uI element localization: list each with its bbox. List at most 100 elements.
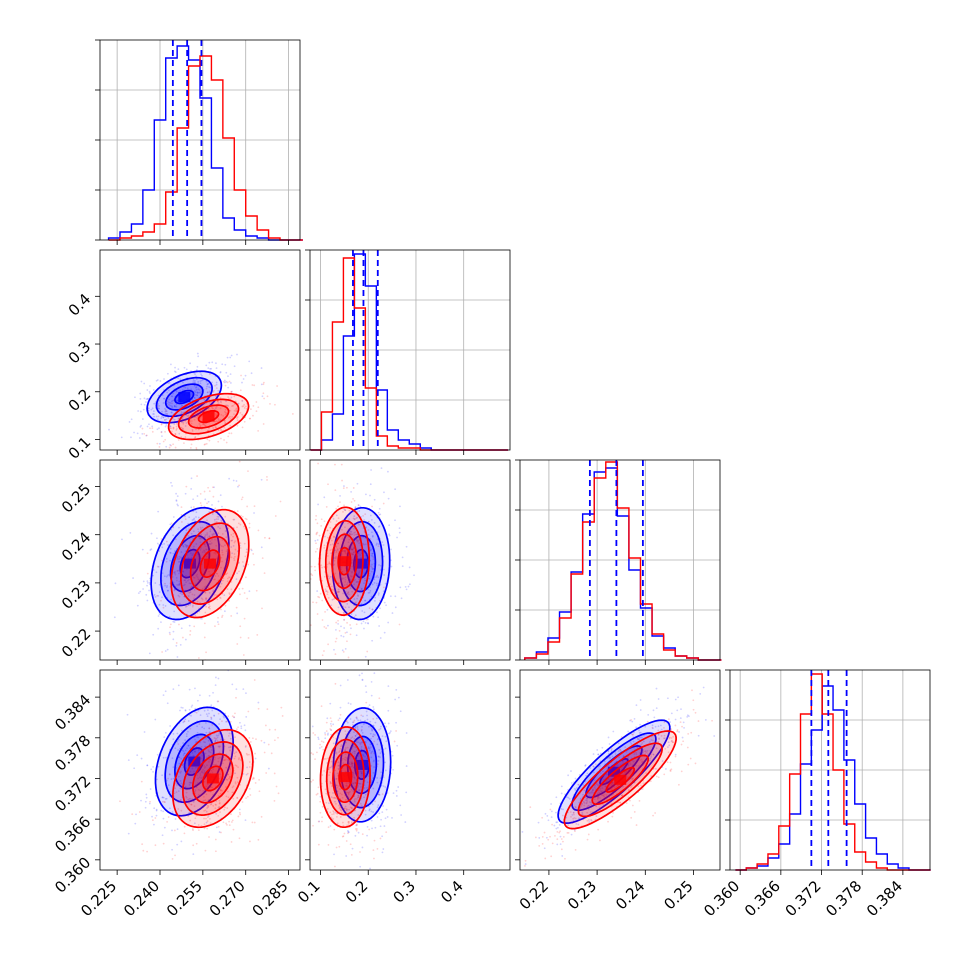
scatter-point	[214, 803, 217, 806]
scatter-point	[238, 808, 241, 811]
scatter-point	[172, 620, 175, 623]
scatter-point	[179, 643, 182, 646]
scatter-point	[368, 607, 371, 610]
scatter-point	[205, 555, 208, 558]
scatter-point	[179, 798, 182, 801]
scatter-point	[562, 808, 564, 811]
scatter-point	[190, 586, 192, 589]
scatter-point	[215, 383, 218, 386]
scatter-point	[667, 751, 670, 754]
scatter-point	[209, 367, 212, 370]
scatter-point	[187, 730, 189, 733]
scatter-point	[237, 815, 240, 818]
scatter-point	[227, 734, 230, 737]
scatter-point	[174, 570, 176, 573]
scatter-point	[173, 621, 176, 623]
scatter-point	[514, 864, 516, 866]
scatter-point	[205, 605, 207, 608]
scatter-point	[233, 553, 236, 555]
scatter-point	[369, 538, 372, 540]
scatter-point	[188, 798, 191, 800]
scatter-point	[335, 637, 338, 640]
scatter-point	[682, 721, 685, 724]
scatter-point	[662, 737, 665, 740]
scatter-point	[224, 530, 227, 532]
scatter-point	[342, 611, 345, 614]
scatter-point	[371, 566, 373, 569]
scatter-point	[344, 526, 346, 529]
scatter-point	[353, 755, 356, 757]
scatter-point	[315, 533, 318, 536]
scatter-point	[253, 821, 256, 824]
scatter-point	[197, 380, 200, 383]
scatter-point	[351, 590, 354, 593]
scatter-point	[162, 606, 165, 609]
scatter-point	[320, 740, 323, 743]
scatter-point	[344, 756, 347, 759]
scatter-point	[323, 650, 325, 652]
scatter-point	[336, 812, 338, 815]
scatter-point	[547, 838, 550, 841]
scatter-point	[213, 578, 215, 581]
scatter-point	[344, 753, 347, 756]
scatter-point	[219, 527, 221, 530]
x-tick-label: 0.255	[163, 877, 206, 920]
density-peak-blue	[356, 759, 369, 770]
scatter-point	[225, 822, 228, 825]
scatter-point	[230, 615, 233, 617]
scatter-point	[383, 631, 386, 634]
scatter-point	[175, 429, 178, 431]
scatter-point	[372, 811, 375, 813]
scatter-point	[229, 382, 232, 384]
scatter-point	[329, 782, 332, 785]
scatter-point	[382, 544, 385, 546]
scatter-point	[230, 533, 233, 536]
scatter-point	[568, 797, 571, 800]
scatter-point	[364, 685, 367, 688]
scatter-point	[549, 835, 551, 838]
scatter-point	[376, 584, 379, 587]
scatter-point	[382, 502, 385, 505]
scatter-point	[350, 501, 353, 503]
scatter-point	[356, 796, 359, 799]
scatter-point	[371, 583, 374, 586]
scatter-point	[371, 534, 374, 537]
scatter-point	[183, 720, 186, 723]
scatter-point	[189, 633, 191, 636]
scatter-point	[355, 741, 358, 743]
scatter-point	[335, 621, 338, 624]
scatter-point	[242, 667, 244, 669]
scatter-point	[647, 713, 650, 716]
scatter-point	[372, 568, 375, 570]
scatter-point	[350, 547, 352, 550]
scatter-point	[206, 820, 209, 822]
panel-frame	[519, 669, 721, 871]
scatter-point	[371, 505, 373, 508]
scatter-point	[326, 529, 329, 532]
scatter-point	[166, 372, 169, 375]
scatter-point	[255, 589, 258, 592]
scatter-point	[560, 848, 563, 851]
scatter-point	[153, 593, 156, 596]
scatter-point	[207, 814, 210, 817]
scatter-point	[183, 752, 186, 755]
scatter-point	[349, 763, 351, 766]
scatter-point	[175, 390, 178, 393]
scatter-point	[347, 581, 349, 584]
scatter-point	[151, 427, 154, 430]
y-tick-label: 0.25	[58, 480, 94, 516]
x-tick-label: 0.23	[564, 877, 600, 913]
scatter-point	[217, 440, 220, 443]
scatter-point	[233, 413, 235, 416]
scatter-point	[149, 800, 151, 803]
scatter-point	[228, 576, 231, 579]
scatter-point	[590, 801, 593, 804]
scatter-point	[173, 571, 175, 574]
scatter-point	[661, 760, 664, 762]
scatter-point	[347, 656, 350, 659]
scatter-point	[206, 764, 208, 767]
scatter-point	[199, 526, 202, 529]
scatter-point	[143, 731, 146, 733]
scatter-point	[219, 756, 221, 759]
scatter-point	[639, 723, 642, 726]
